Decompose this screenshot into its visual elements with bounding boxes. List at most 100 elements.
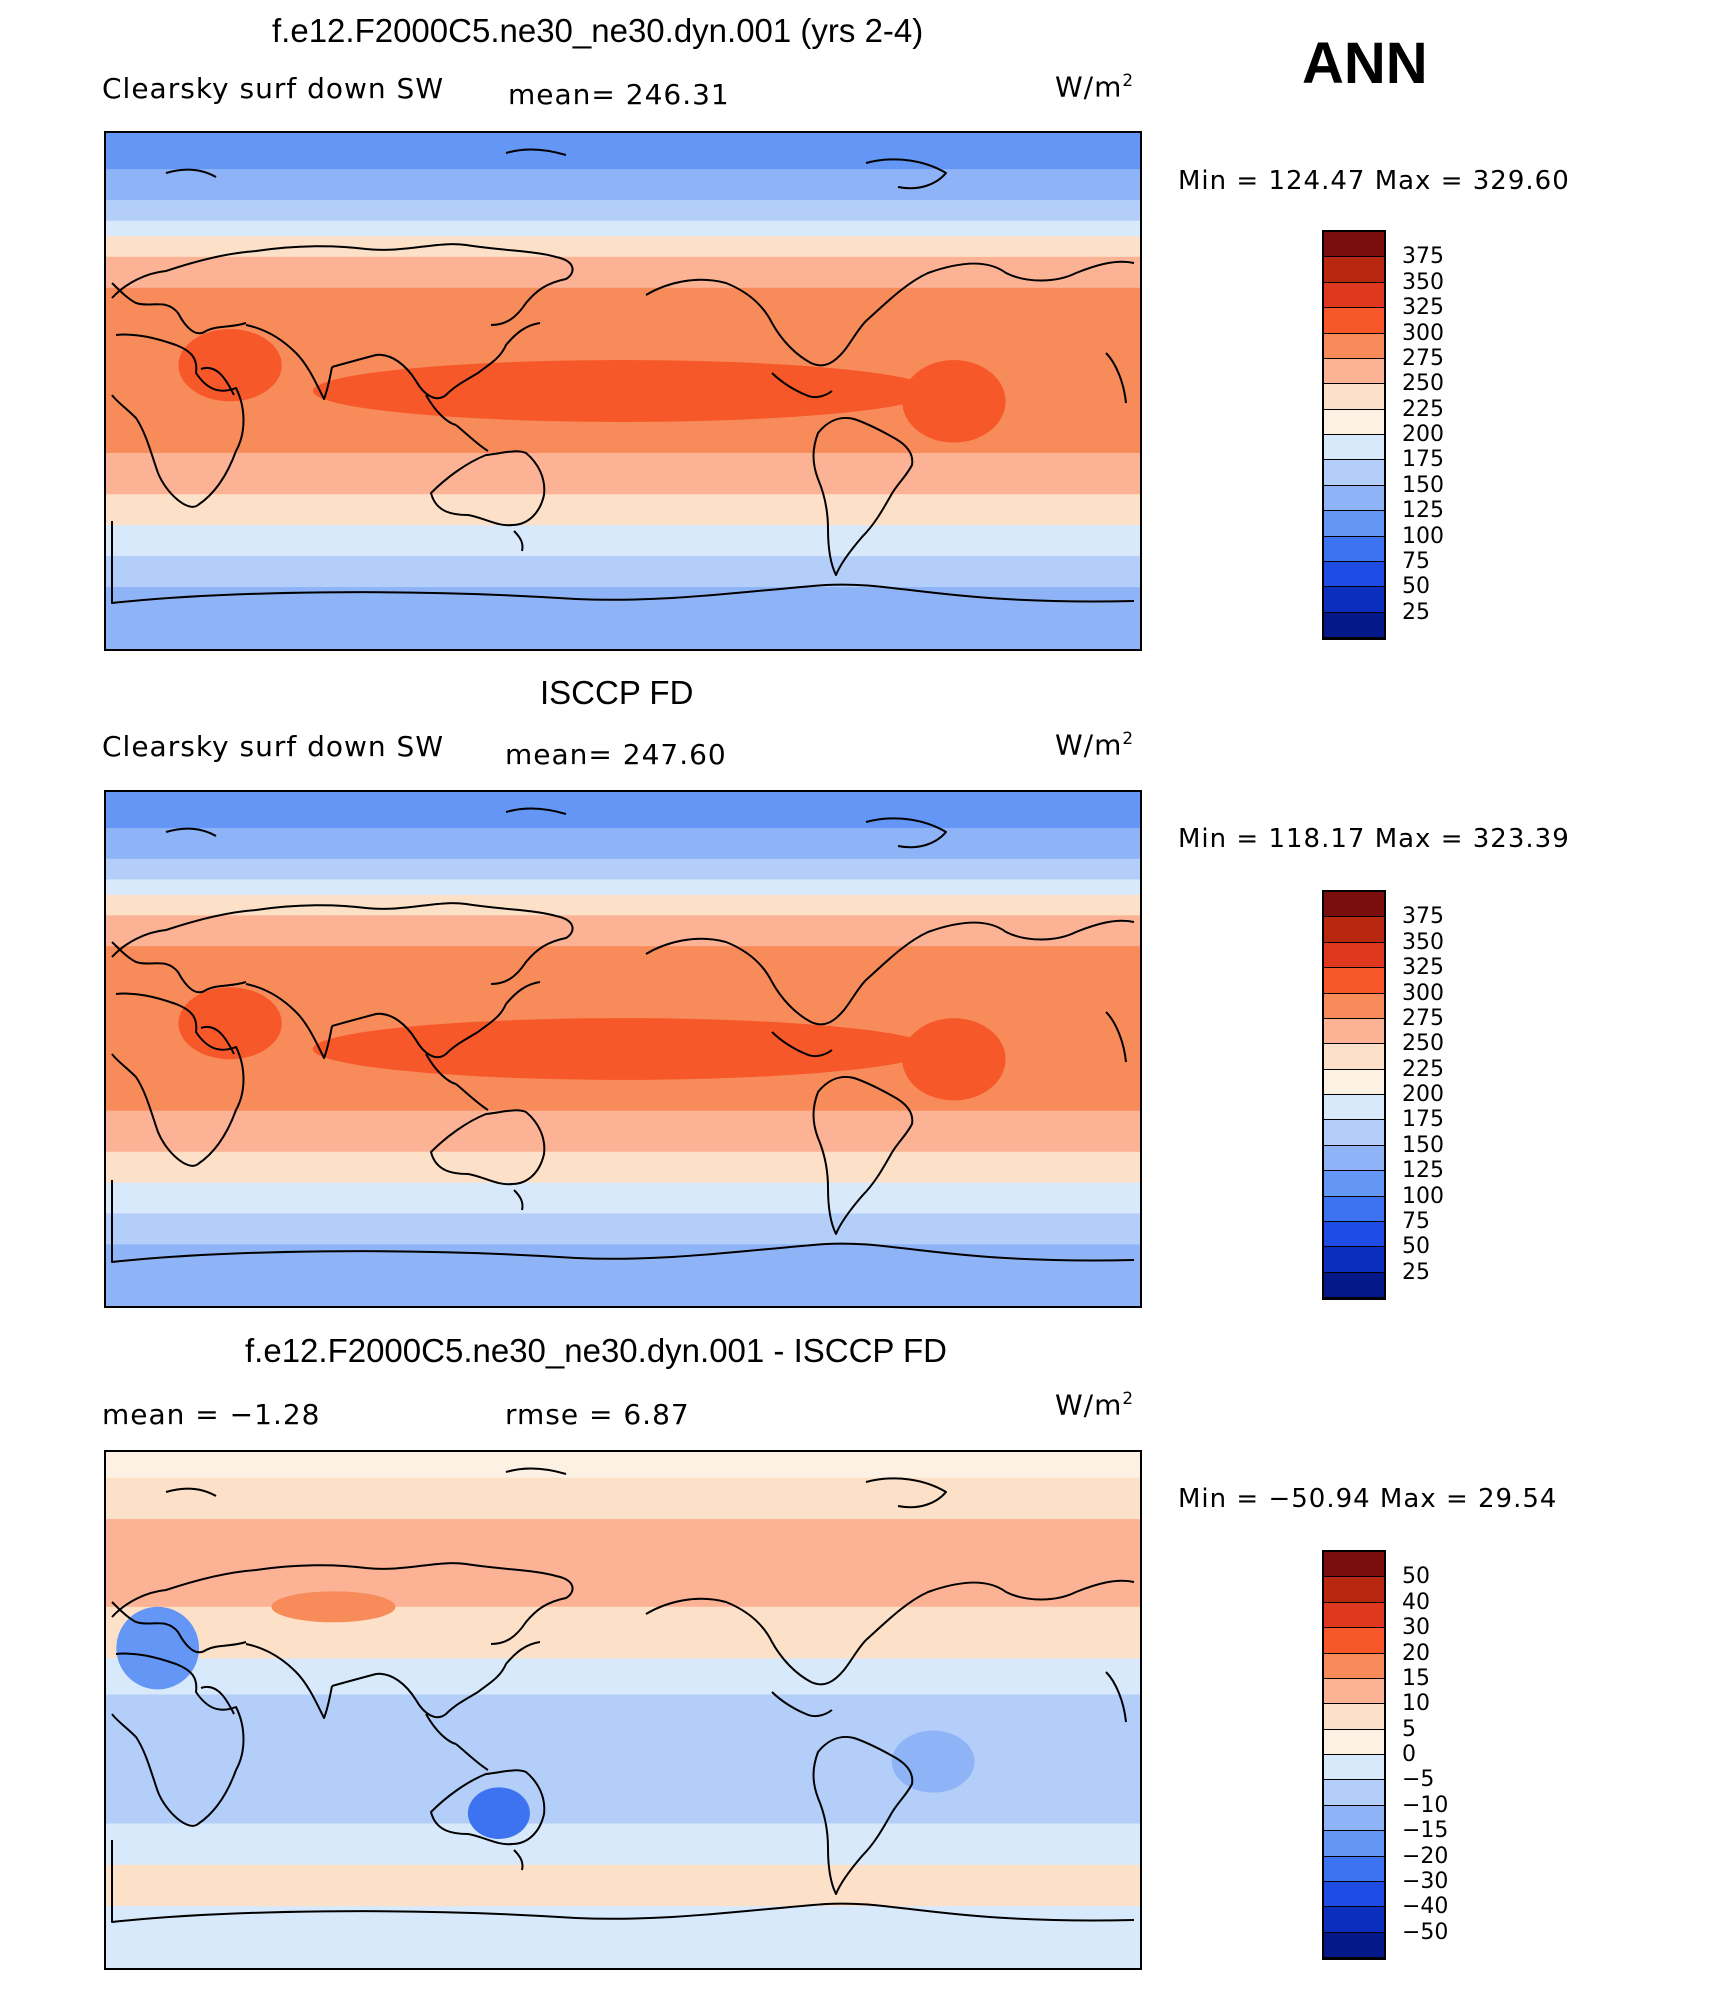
field-band [106, 1477, 1140, 1521]
colorbar-box [1324, 1171, 1384, 1197]
colorbar-box [1324, 1856, 1384, 1882]
colorbar: 50 40 30 20 15 10 5 0 −5 −10 −15 −20 −30 −40 −50 [1322, 1550, 1448, 1960]
coastline [865, 1477, 947, 1509]
field-band [106, 1694, 1140, 1825]
colorbar-box [1324, 1907, 1384, 1933]
coastline [111, 243, 574, 326]
coastline [771, 372, 833, 399]
coastline [865, 158, 947, 190]
colorbar-label: −20 [1402, 1843, 1449, 1869]
colorbar-label: 275 [1402, 1005, 1444, 1031]
coastline [455, 1743, 489, 1771]
mean-label: mean= 247.60 [505, 738, 727, 771]
map-panel-obs [104, 790, 1142, 1308]
coastline [771, 1691, 833, 1718]
colorbar-label: 125 [1402, 1158, 1444, 1184]
field-band [106, 1519, 1140, 1608]
colorbar-label: 10 [1402, 1691, 1430, 1717]
colorbar-box [1324, 1678, 1384, 1705]
field-band [106, 556, 1140, 589]
colorbar-label: 175 [1402, 1107, 1444, 1133]
field-band [106, 858, 1140, 881]
variable-label: Clearsky surf down SW [102, 730, 445, 763]
field-band [106, 452, 1140, 496]
colorbar-label: −50 [1402, 1919, 1449, 1945]
field-band [106, 827, 1140, 860]
panel-title: ISCCP FD [540, 674, 694, 711]
field-blob [271, 1591, 396, 1623]
colorbar-label: −40 [1402, 1894, 1449, 1920]
colorbar-box [1324, 612, 1384, 638]
coastline [505, 148, 567, 156]
colorbar-label: −30 [1402, 1868, 1449, 1894]
colorbar-label: 250 [1402, 371, 1444, 397]
colorbar-label: 50 [1402, 574, 1430, 600]
min-max-label: Min = 118.17 Max = 323.39 [1178, 824, 1570, 854]
coastline [645, 278, 867, 367]
coastline [331, 353, 479, 400]
coastline [111, 1601, 247, 1654]
coastline [513, 530, 524, 552]
coastline [200, 1685, 235, 1715]
colorbar-box [1324, 1120, 1384, 1146]
min-max-label: Min = 124.47 Max = 329.60 [1178, 166, 1570, 196]
colorbar-box [1324, 942, 1384, 969]
colorbar-label: 0 [1402, 1742, 1416, 1767]
field-blob [312, 1018, 934, 1080]
colorbar-box [1324, 536, 1384, 562]
colorbar-box [1324, 511, 1384, 537]
field-band [106, 494, 1140, 527]
coastline [513, 1189, 524, 1211]
colorbar-label: 30 [1402, 1615, 1430, 1641]
colorbar-label: 125 [1402, 498, 1444, 524]
coastline [111, 521, 1135, 604]
field-band [106, 1452, 1140, 1479]
coastline [505, 807, 567, 815]
field-band [106, 133, 1140, 171]
colorbar-box [1324, 308, 1384, 334]
coastline [425, 1713, 457, 1745]
coastline [245, 1643, 333, 1719]
colorbar-label: −5 [1402, 1767, 1435, 1793]
coastline [425, 394, 457, 426]
colorbar-label: 325 [1402, 955, 1444, 981]
colorbar-box [1324, 1196, 1384, 1222]
colorbar-label: 75 [1402, 1208, 1430, 1234]
coastline [477, 1641, 541, 1693]
field-blob [312, 360, 934, 422]
panel-title: f.e12.F2000C5.ne30_ne30.dyn.001 (yrs 2-4… [272, 12, 924, 49]
colorbar-box [1324, 384, 1384, 410]
field-band [106, 220, 1140, 238]
units-label: W/m2 [1055, 70, 1135, 104]
field-band [106, 1906, 1140, 1968]
colorbar-label: 300 [1402, 320, 1444, 346]
colorbar-box [1324, 1755, 1384, 1781]
colorbar-box [1324, 1095, 1384, 1121]
colorbar-label: 50 [1402, 1234, 1430, 1260]
colorbar-box [1324, 1145, 1384, 1172]
colorbar-label: 375 [1402, 244, 1444, 270]
field-band [106, 236, 1140, 258]
colorbar-box [1324, 1831, 1384, 1857]
coastline [1105, 352, 1127, 404]
colorbar-label: 225 [1402, 1056, 1444, 1082]
colorbar-box [1324, 1729, 1384, 1755]
field-blob [891, 1730, 975, 1793]
colorbar-label: 200 [1402, 1082, 1444, 1107]
coastline [1105, 1671, 1127, 1723]
min-max-label: Min = −50.94 Max = 29.54 [1178, 1484, 1558, 1514]
colorbar-box [1324, 232, 1384, 258]
coastline [425, 1053, 457, 1085]
field-band [106, 1182, 1140, 1215]
coastline [111, 1840, 1135, 1923]
colorbar-label: 200 [1402, 422, 1444, 447]
colorbar-box [1324, 917, 1384, 943]
colorbar-label: 100 [1402, 523, 1444, 549]
colorbar-box [1324, 485, 1384, 512]
colorbar-box [1324, 587, 1384, 613]
colorbar-label: 5 [1402, 1716, 1416, 1742]
colorbar-box [1324, 968, 1384, 994]
colorbar-box [1324, 1881, 1384, 1908]
colorbar-label: 225 [1402, 396, 1444, 422]
variable-label: Clearsky surf down SW [102, 72, 445, 105]
